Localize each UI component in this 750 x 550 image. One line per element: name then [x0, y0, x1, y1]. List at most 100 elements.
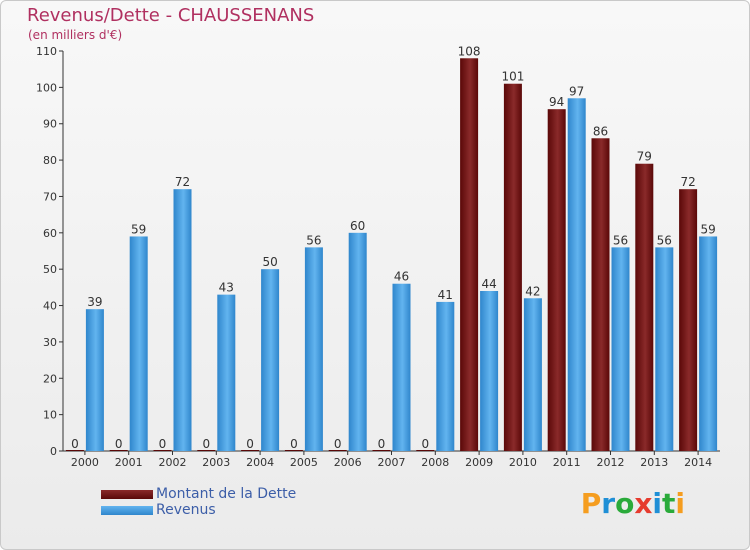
revenus-value-label: 56	[657, 233, 672, 247]
dette-bar	[679, 189, 698, 451]
dette-bar	[416, 450, 435, 451]
revenus-bar	[611, 247, 630, 451]
x-tick-label: 2000	[71, 456, 99, 469]
chart-title: Revenus/Dette - CHAUSSENANS	[27, 5, 315, 26]
revenus-bar	[85, 309, 104, 451]
revenus-bar	[217, 294, 236, 451]
x-tick-label: 2005	[290, 456, 318, 469]
legend-swatch-revenus	[101, 506, 153, 515]
revenus-value-label: 72	[175, 175, 190, 189]
revenus-bar	[480, 291, 499, 451]
revenus-bar	[261, 269, 280, 451]
x-tick-label: 2002	[159, 456, 187, 469]
revenus-value-label: 59	[131, 222, 146, 236]
y-tick-label: 60	[43, 227, 57, 240]
y-tick-label: 10	[43, 409, 57, 422]
dette-bar	[197, 450, 216, 451]
dette-value-label: 0	[290, 437, 298, 451]
dette-bar	[328, 450, 347, 451]
x-tick-label: 2012	[597, 456, 625, 469]
logo-letter: x	[634, 487, 653, 520]
logo-letter: r	[601, 487, 616, 520]
bar-layer	[65, 58, 718, 452]
dette-bar	[591, 138, 610, 452]
revenus-value-label: 41	[438, 288, 453, 302]
x-tick-label: 2013	[640, 456, 668, 469]
revenus-value-label: 44	[481, 277, 496, 291]
y-tick-label: 70	[43, 190, 57, 203]
x-tick-label: 2001	[115, 456, 143, 469]
dette-value-label: 0	[334, 437, 342, 451]
revenus-value-label: 46	[394, 270, 409, 284]
dette-value-label: 94	[549, 95, 564, 109]
dette-value-label: 0	[246, 437, 254, 451]
y-tick-label: 30	[43, 336, 57, 349]
revenus-value-label: 50	[262, 255, 277, 269]
dette-value-label: 0	[378, 437, 386, 451]
revenus-value-label: 60	[350, 219, 365, 233]
x-tick-label: 2011	[553, 456, 581, 469]
revenus-bar	[392, 283, 411, 451]
dette-bar	[65, 450, 84, 451]
revenus-bar	[655, 247, 674, 451]
x-tick-label: 2003	[202, 456, 230, 469]
dette-value-label: 101	[501, 70, 524, 84]
proxiti-logo: Proxiti	[581, 487, 685, 520]
revenus-value-label: 39	[87, 295, 102, 309]
dette-value-label: 0	[421, 437, 429, 451]
logo-letter: t	[662, 487, 676, 520]
dette-bar	[241, 450, 260, 451]
dette-bar	[547, 109, 566, 451]
dette-bar	[635, 163, 654, 451]
x-tick-label: 2008	[421, 456, 449, 469]
y-tick-label: 50	[43, 263, 57, 276]
dette-bar	[460, 58, 479, 451]
dette-bar	[372, 450, 391, 451]
dette-value-label: 0	[202, 437, 210, 451]
revenus-bar	[523, 298, 542, 451]
legend-label-dette: Montant de la Dette	[156, 486, 297, 502]
y-tick-label: 0	[50, 445, 57, 458]
y-tick-label: 110	[36, 45, 57, 58]
x-tick-label: 2007	[378, 456, 406, 469]
revenus-bar	[699, 236, 718, 451]
revenus-bar	[173, 189, 192, 451]
revenus-value-label: 43	[219, 281, 234, 295]
logo-letter: P	[580, 487, 602, 520]
y-tick-label: 40	[43, 300, 57, 313]
legend-label-revenus: Revenus	[156, 502, 216, 518]
revenus-bar	[348, 232, 367, 451]
axis-layer: 0 10 20 30 40 50 60 70 80 90 100 110 2000 2001 2002 200…	[36, 45, 720, 469]
dette-value-label: 108	[458, 44, 481, 58]
logo-letter: i	[675, 487, 685, 520]
dette-bar	[503, 83, 522, 452]
x-tick-label: 2006	[334, 456, 362, 469]
label-layer: 0 0 0 0 0 0 0 0 0 108 101 94 86 79 72 39 59 72 43 50 56 60 46 4…	[71, 44, 716, 451]
dette-bar	[109, 450, 128, 451]
y-tick-label: 20	[43, 372, 57, 385]
revenus-bar	[304, 247, 323, 451]
revenus-bar	[129, 236, 148, 451]
dette-value-label: 72	[680, 175, 695, 189]
dette-value-label: 0	[71, 437, 79, 451]
revenus-value-label: 56	[306, 233, 321, 247]
x-tick-label: 2009	[465, 456, 493, 469]
revenus-bar	[436, 301, 455, 451]
y-tick-label: 90	[43, 118, 57, 131]
dette-value-label: 0	[159, 437, 167, 451]
chart-subtitle: (en milliers d'€)	[28, 28, 123, 42]
logo-letter: o	[615, 487, 635, 520]
revenus-value-label: 42	[525, 284, 540, 298]
x-tick-label: 2014	[684, 456, 712, 469]
dette-bar	[153, 450, 172, 451]
x-tick-label: 2010	[509, 456, 537, 469]
logo-letter: i	[652, 487, 662, 520]
x-tick-label: 2004	[246, 456, 274, 469]
revenus-value-label: 97	[569, 84, 584, 98]
revenus-value-label: 56	[613, 233, 628, 247]
dette-bar	[284, 450, 303, 451]
revenus-value-label: 59	[700, 222, 715, 236]
y-tick-label: 80	[43, 154, 57, 167]
